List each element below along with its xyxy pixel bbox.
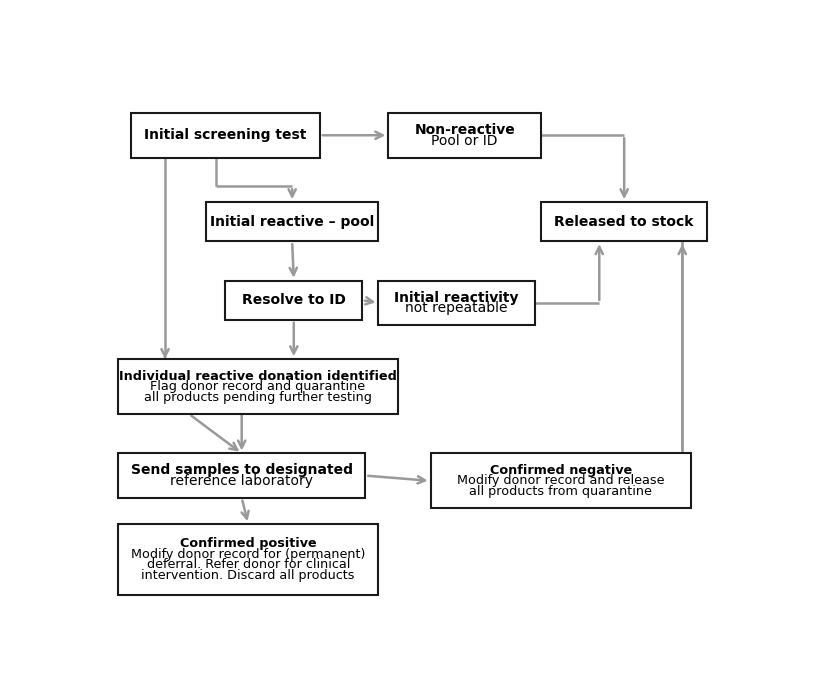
FancyBboxPatch shape [118, 454, 365, 498]
Text: Confirmed positive: Confirmed positive [180, 537, 317, 550]
Text: deferral. Refer donor for clinical: deferral. Refer donor for clinical [146, 558, 350, 571]
Text: Initial screening test: Initial screening test [144, 129, 307, 142]
FancyBboxPatch shape [225, 281, 362, 320]
FancyBboxPatch shape [379, 281, 535, 325]
Text: Confirmed negative: Confirmed negative [490, 464, 632, 477]
Text: Pool or ID: Pool or ID [432, 133, 498, 148]
Text: all products from quarantine: all products from quarantine [470, 485, 652, 498]
Text: reference laboratory: reference laboratory [171, 474, 313, 488]
Text: Modify donor record and release: Modify donor record and release [457, 475, 664, 488]
Text: all products pending further testing: all products pending further testing [144, 390, 372, 403]
FancyBboxPatch shape [131, 113, 320, 158]
Text: Initial reactivity: Initial reactivity [394, 290, 519, 305]
Text: Resolve to ID: Resolve to ID [242, 293, 346, 307]
Text: not repeatable: not repeatable [405, 301, 508, 315]
FancyBboxPatch shape [541, 202, 707, 241]
Text: Initial reactive – pool: Initial reactive – pool [210, 215, 375, 228]
FancyBboxPatch shape [118, 359, 398, 414]
FancyBboxPatch shape [118, 524, 379, 595]
FancyBboxPatch shape [431, 454, 690, 509]
Text: Send samples to designated: Send samples to designated [131, 463, 353, 477]
FancyBboxPatch shape [388, 113, 541, 158]
Text: intervention. Discard all products: intervention. Discard all products [141, 568, 355, 581]
FancyBboxPatch shape [206, 202, 379, 241]
Text: Released to stock: Released to stock [554, 215, 694, 228]
Text: Flag donor record and quarantine: Flag donor record and quarantine [150, 380, 365, 393]
Text: Non-reactive: Non-reactive [414, 123, 515, 137]
Text: Modify donor record for (permanent): Modify donor record for (permanent) [131, 547, 365, 560]
Text: Individual reactive donation identified: Individual reactive donation identified [119, 370, 397, 383]
